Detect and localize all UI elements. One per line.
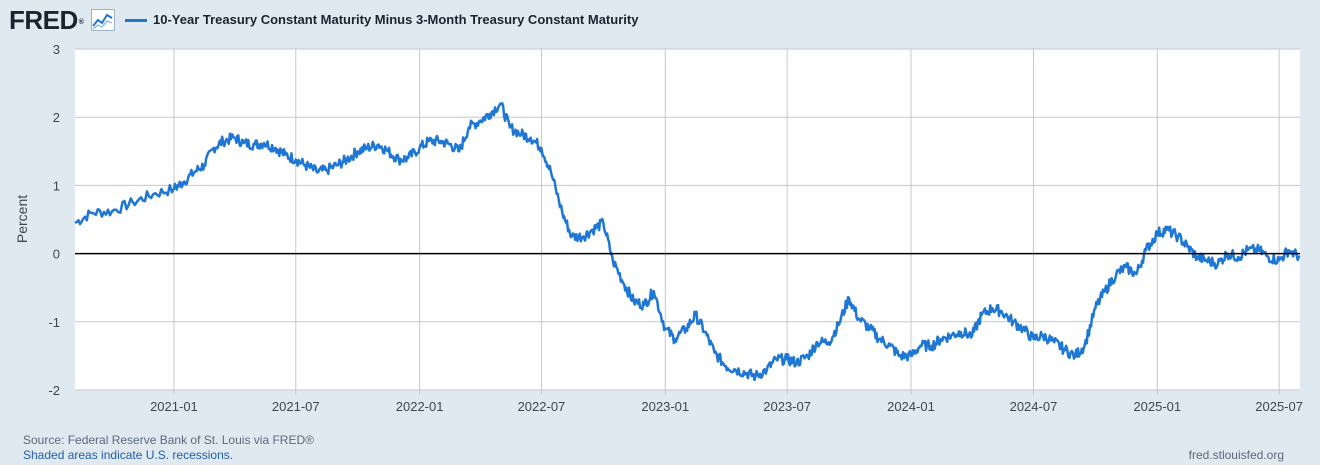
y-axis-label: Percent [14, 195, 30, 243]
x-tick-label: 2022-07 [518, 399, 566, 414]
x-tick-label: 2021-01 [150, 399, 198, 414]
y-tick-label: -1 [48, 315, 60, 330]
x-tick-label: 2023-01 [641, 399, 689, 414]
legend-label[interactable]: 10-Year Treasury Constant Maturity Minus… [153, 12, 639, 27]
fred-logo[interactable]: FRED® [9, 5, 84, 35]
fred-logo-text: FRED [9, 5, 78, 35]
x-tick-label: 2025-01 [1133, 399, 1181, 414]
footer-site-link[interactable]: fred.stlouisfed.org [1188, 448, 1284, 462]
x-tick-labels: 2021-01 2021-07 2022-01 2022-07 2023-01 2023-… [150, 399, 1303, 414]
legend-swatch [125, 19, 147, 22]
y-tick-label: 2 [53, 110, 60, 125]
y-tick-label: 1 [53, 178, 60, 193]
y-tick-label: 0 [53, 247, 60, 262]
x-tick-label: 2024-01 [887, 399, 935, 414]
x-tick-label: 2025-07 [1255, 399, 1303, 414]
x-tick-label: 2022-01 [396, 399, 444, 414]
footer-recession-note[interactable]: Shaded areas indicate U.S. recessions. [23, 448, 234, 462]
y-tick-labels: 3 2 1 0 -1 -2 [48, 42, 60, 398]
registered-mark: ® [78, 19, 84, 26]
plot-area [75, 49, 1300, 390]
y-tick-label: -2 [48, 383, 60, 398]
x-tick-label: 2024-07 [1010, 399, 1058, 414]
x-tick-label: 2021-07 [272, 399, 320, 414]
x-tick-label: 2023-07 [763, 399, 811, 414]
series-layer [74, 102, 1301, 382]
chart-header: FRED® 10-Year Treasury Constant Maturity… [0, 0, 1320, 40]
footer-source: Source: Federal Reserve Bank of St. Loui… [23, 433, 314, 447]
y-tick-label: 3 [53, 42, 60, 57]
line-chart-icon [91, 9, 115, 31]
series-line[interactable] [74, 102, 1301, 382]
